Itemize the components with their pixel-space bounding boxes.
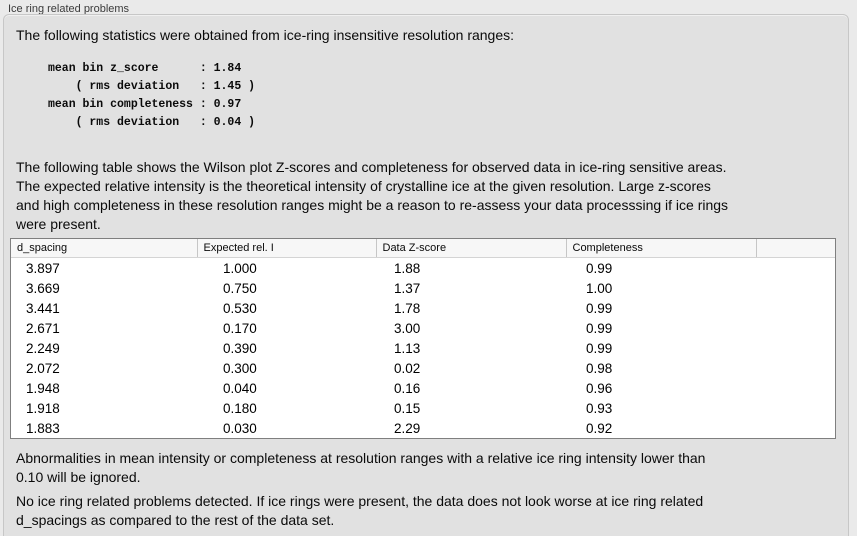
table-cell-empty [756,318,835,338]
table-cell-empty [756,298,835,318]
column-header-d-spacing[interactable]: d_spacing [11,239,198,258]
stats-monospace-block: mean bin z_score : 1.84 ( rms deviation … [48,62,256,129]
table-cell: 0.16 [394,380,421,396]
table-row[interactable]: 2.671 0.170 3.00 0.99 [11,318,835,338]
table-row[interactable]: 1.883 0.030 2.29 0.92 [11,418,835,438]
table-cell: 0.750 [223,280,257,296]
table-cell-empty [756,358,835,378]
table-cell-empty [756,258,835,279]
table-row[interactable]: 3.897 1.000 1.88 0.99 [11,258,835,279]
table-cell: 0.300 [223,360,257,376]
table-cell: 1.00 [586,280,613,296]
table-header-row: d_spacing Expected rel. I Data Z-score C… [11,239,835,258]
ice-table-body: 3.897 1.000 1.88 0.99 3.669 0.750 1.37 1.00 3.44… [11,258,835,439]
table-cell: 0.02 [394,360,421,376]
table-cell: 0.030 [223,420,257,436]
table-cell-empty [756,418,835,438]
column-header-expected-rel-i[interactable]: Expected rel. I [197,239,377,258]
table-cell: 0.390 [223,340,257,356]
table-cell: 2.249 [26,340,60,356]
table-cell: 1.37 [394,280,421,296]
table-row[interactable]: 2.249 0.390 1.13 0.99 [11,338,835,358]
table-cell: 1.948 [26,380,60,396]
table-cell: 0.92 [586,420,613,436]
column-header-completeness[interactable]: Completeness [566,239,757,258]
table-cell: 0.170 [223,320,257,336]
column-header-empty [756,239,835,258]
table-cell: 3.669 [26,280,60,296]
table-cell: 1.13 [394,340,421,356]
table-cell: 0.040 [223,380,257,396]
ice-ring-table: d_spacing Expected rel. I Data Z-score C… [10,238,836,439]
table-row[interactable]: 3.441 0.530 1.78 0.99 [11,298,835,318]
table-row[interactable]: 1.948 0.040 0.16 0.96 [11,378,835,398]
table-cell-empty [756,278,835,298]
table-cell: 0.99 [586,300,613,316]
table-cell: 3.897 [26,260,60,276]
table-cell: 0.99 [586,340,613,356]
table-row[interactable]: 3.669 0.750 1.37 1.00 [11,278,835,298]
table-cell: 2.671 [26,320,60,336]
table-cell: 0.180 [223,400,257,416]
table-cell: 2.29 [394,420,421,436]
table-cell-empty [756,378,835,398]
table-cell: 0.98 [586,360,613,376]
table-cell: 1.918 [26,400,60,416]
groupbox-title: Ice ring related problems [8,3,130,15]
table-cell-empty [756,398,835,418]
table-cell: 1.883 [26,420,60,436]
table-cell: 3.441 [26,300,60,316]
stats-intro-text: The following statistics were obtained f… [16,27,515,43]
table-cell: 1.78 [394,300,421,316]
table-cell-empty [756,338,835,358]
ice-ring-groupbox: The following statistics were obtained f… [3,14,849,536]
table-cell: 0.99 [586,260,613,276]
conclusion-text: No ice ring related problems detected. I… [16,493,704,528]
table-cell: 1.88 [394,260,421,276]
table-cell: 0.99 [586,320,613,336]
table-cell: 0.15 [394,400,421,416]
ignored-note-text: Abnormalities in mean intensity or compl… [16,450,706,485]
table-cell: 0.530 [223,300,257,316]
table-row[interactable]: 2.072 0.300 0.02 0.98 [11,358,835,378]
table-cell: 0.96 [586,380,613,396]
table-cell: 2.072 [26,360,60,376]
table-cell: 1.000 [223,260,257,276]
table-cell: 3.00 [394,320,421,336]
table-description-text: The following table shows the Wilson plo… [16,159,729,232]
table-cell: 0.93 [586,400,613,416]
column-header-data-z-score[interactable]: Data Z-score [376,239,567,258]
table-row[interactable]: 1.918 0.180 0.15 0.93 [11,398,835,418]
